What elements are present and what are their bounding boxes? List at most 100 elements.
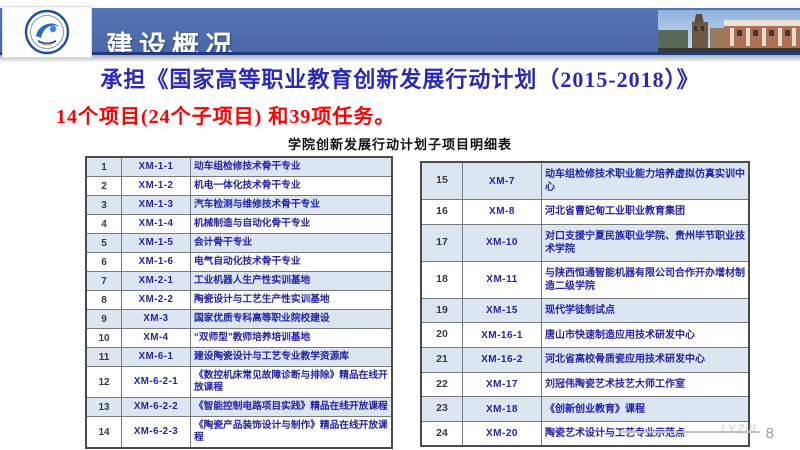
project-code-cell: XM-11 <box>462 260 542 299</box>
table-row: 15 XM-7 动车组检修技术职业能力培养虚拟仿真实训中心 <box>420 161 750 200</box>
table-row: 5 XM-1-5 会计骨干专业 <box>85 233 393 253</box>
project-code-cell: XM-6-2-3 <box>121 416 191 449</box>
project-name-cell: 刘冠伟陶瓷艺术技艺大师工作室 <box>541 371 750 398</box>
row-number-cell: 15 <box>420 161 463 200</box>
watermark: LYZill <box>721 422 756 436</box>
table-row: 22 XM-17 刘冠伟陶瓷艺术技艺大师工作室 <box>420 371 750 398</box>
project-name-cell: 机械制造与自动化骨干专业 <box>190 214 393 234</box>
project-code-cell: XM-1-3 <box>121 195 191 215</box>
project-code-cell: XM-2-1 <box>121 271 191 291</box>
project-name-cell: 机电一体化技术骨干专业 <box>190 176 393 196</box>
project-code-cell: XM-15 <box>462 297 542 324</box>
table-row: 6 XM-1-6 电气自动化技术骨干专业 <box>85 252 393 272</box>
project-name-cell: “双师型”教师培养培训基地 <box>190 328 393 348</box>
row-number-cell: 24 <box>420 420 463 447</box>
project-name-cell: 对口支援宁夏民族职业学院、贵州毕节职业技术学院 <box>541 223 750 262</box>
row-number-cell: 2 <box>85 176 122 196</box>
row-number-cell: 23 <box>420 396 463 422</box>
school-logo <box>2 6 92 58</box>
project-code-cell: XM-6-2-2 <box>121 397 191 418</box>
footer-divider <box>618 431 760 433</box>
row-number-cell: 13 <box>85 397 122 418</box>
project-code-cell: XM-8 <box>462 199 542 225</box>
project-name-cell: 会计骨干专业 <box>190 233 393 253</box>
row-number-cell: 5 <box>85 233 122 253</box>
project-name-cell: 《创新创业教育》课程 <box>541 396 750 422</box>
project-code-cell: XM-7 <box>462 161 542 200</box>
table-row: 21 XM-16-2 河北省高校骨质瓷应用技术研发中心 <box>420 346 750 373</box>
project-code-cell: XM-2-2 <box>121 290 191 310</box>
row-number-cell: 21 <box>420 346 463 373</box>
row-number-cell: 1 <box>85 156 122 177</box>
project-table-right-body: 15 XM-7 动车组检修技术职业能力培养虚拟仿真实训中心 16 XM-8 河北省曹妃甸工… <box>420 161 750 447</box>
table-row: 24 XM-20 陶瓷艺术设计与工艺专业示范点 <box>420 420 750 447</box>
project-code-cell: XM-1-5 <box>121 233 191 253</box>
campus-photo <box>658 10 800 52</box>
project-name-cell: 建设陶瓷设计与工艺专业教学资源库 <box>190 347 393 367</box>
project-table-left-body: 1 XM-1-1 动车组检修技术骨干专业 2 XM-1-2 机电一体化技术骨干专业 3 XM-… <box>85 156 393 449</box>
project-code-cell: XM-3 <box>121 309 191 329</box>
header-underline <box>0 52 800 55</box>
project-name-cell: 动车组检修技术骨干专业 <box>190 156 393 177</box>
table-row: 1 XM-1-1 动车组检修技术骨干专业 <box>85 156 393 177</box>
project-code-cell: XM-17 <box>462 371 542 398</box>
row-number-cell: 9 <box>85 309 122 329</box>
project-name-cell: 电气自动化技术骨干专业 <box>190 252 393 272</box>
project-name-cell: 河北省高校骨质瓷应用技术研发中心 <box>541 346 750 373</box>
table-row: 10 XM-4 “双师型”教师培养培训基地 <box>85 328 393 348</box>
project-code-cell: XM-16-2 <box>462 346 542 373</box>
row-number-cell: 8 <box>85 290 122 310</box>
row-number-cell: 12 <box>85 365 122 399</box>
table-row: 13 XM-6-2-2 《智能控制电路项目实践》精品在线开放课程 <box>85 397 393 418</box>
row-number-cell: 18 <box>420 260 463 299</box>
table-row: 7 XM-2-1 工业机器人生产性实训基地 <box>85 271 393 291</box>
project-table-right: 15 XM-7 动车组检修技术职业能力培养虚拟仿真实训中心 16 XM-8 河北省曹妃甸工… <box>420 161 750 448</box>
table-row: 14 XM-6-2-3 《陶瓷产品装饰设计与制作》精品在线开放课程 <box>85 416 393 449</box>
project-name-cell: 《智能控制电路项目实践》精品在线开放课程 <box>190 397 393 418</box>
project-code-cell: XM-16-1 <box>462 322 542 348</box>
project-name-cell: 河北省曹妃甸工业职业教育集团 <box>541 199 750 225</box>
table-row: 17 XM-10 对口支援宁夏民族职业学院、贵州毕节职业技术学院 <box>420 223 750 262</box>
row-number-cell: 14 <box>85 416 122 449</box>
school-logo-icon <box>24 9 70 55</box>
project-code-cell: XM-20 <box>462 420 542 447</box>
row-number-cell: 11 <box>85 347 122 367</box>
project-name-cell: 与陕西恒通智能机器有限公司合作开办增材制造二级学院 <box>541 260 750 299</box>
table-row: 23 XM-18 《创新创业教育》课程 <box>420 396 750 422</box>
project-name-cell: 陶瓷艺术设计与工艺专业示范点 <box>541 420 750 447</box>
project-code-cell: XM-6-1 <box>121 347 191 367</box>
project-code-cell: XM-6-2-1 <box>121 365 191 399</box>
project-code-cell: XM-4 <box>121 328 191 348</box>
row-number-cell: 3 <box>85 195 122 215</box>
project-name-cell: 陶瓷设计与工艺生产性实训基地 <box>190 290 393 310</box>
row-number-cell: 7 <box>85 271 122 291</box>
project-code-cell: XM-18 <box>462 396 542 422</box>
table-row: 3 XM-1-3 汽车检测与维修技术骨干专业 <box>85 195 393 215</box>
table-row: 16 XM-8 河北省曹妃甸工业职业教育集团 <box>420 199 750 225</box>
project-name-cell: 唐山市快速制造应用技术研发中心 <box>541 322 750 348</box>
table-row: 4 XM-1-4 机械制造与自动化骨干专业 <box>85 214 393 234</box>
project-name-cell: 现代学徒制试点 <box>541 297 750 324</box>
project-name-cell: 《陶瓷产品装饰设计与制作》精品在线开放课程 <box>190 416 393 449</box>
row-number-cell: 17 <box>420 223 463 262</box>
project-count-highlight: 14个项目(24个子项目) 和39项任务。 <box>56 106 396 128</box>
table-row: 19 XM-15 现代学徒制试点 <box>420 297 750 324</box>
table-row: 9 XM-3 国家优质专科高等职业院校建设 <box>85 309 393 329</box>
project-code-cell: XM-10 <box>462 223 542 262</box>
table-row: 2 XM-1-2 机电一体化技术骨干专业 <box>85 176 393 196</box>
project-code-cell: XM-1-1 <box>121 156 191 177</box>
project-table-left: 1 XM-1-1 动车组检修技术骨干专业 2 XM-1-2 机电一体化技术骨干专业 3 XM-… <box>85 156 393 450</box>
campus-photo-image <box>658 10 800 52</box>
table-row: 12 XM-6-2-1 《数控机床常见故障诊断与排除》精品在线开放课程 <box>85 365 393 399</box>
project-name-cell: 汽车检测与维修技术骨干专业 <box>190 195 393 215</box>
row-number-cell: 6 <box>85 252 122 272</box>
row-number-cell: 19 <box>420 297 463 324</box>
table-caption: 学院创新发展行动计划子项目明细表 <box>287 137 512 152</box>
row-number-cell: 10 <box>85 328 122 348</box>
project-name-cell: 动车组检修技术职业能力培养虚拟仿真实训中心 <box>541 161 750 200</box>
table-row: 20 XM-16-1 唐山市快速制造应用技术研发中心 <box>420 322 750 348</box>
project-code-cell: XM-1-6 <box>121 252 191 272</box>
project-name-cell: 工业机器人生产性实训基地 <box>190 271 393 291</box>
row-number-cell: 4 <box>85 214 122 234</box>
